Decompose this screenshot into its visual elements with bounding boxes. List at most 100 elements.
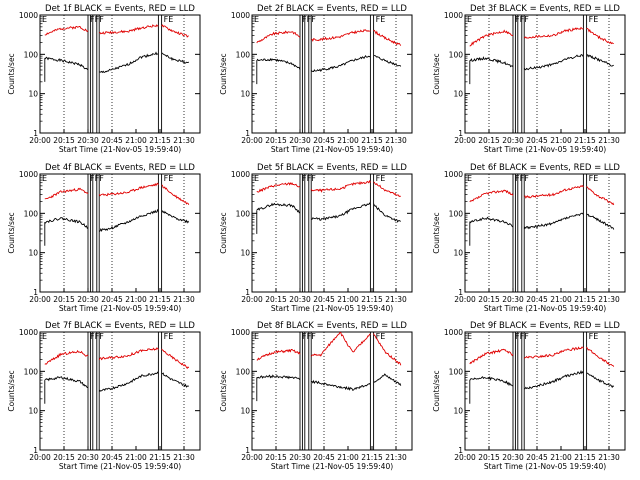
detector-panel-3: Det 3f BLACK = Events, RED = LLD 1 10 100 10… xyxy=(432,4,626,154)
series-lld-line xyxy=(586,186,615,206)
flag-label-e: E xyxy=(254,174,259,183)
y-tick-label: 1 xyxy=(245,129,250,138)
x-tick-label: 20:45 xyxy=(526,295,548,304)
series-lld-line xyxy=(161,184,190,206)
x-tick-label: 21:15 xyxy=(361,453,383,462)
x-tick-label: 21:30 xyxy=(598,453,620,462)
flag-label-fe: FE xyxy=(589,15,599,24)
x-tick-label: 21:15 xyxy=(149,453,171,462)
detector-panel-7: Det 7f BLACK = Events, RED = LLD 1 10 100 10… xyxy=(7,321,201,471)
flag-label-e: E xyxy=(254,332,259,341)
series-events-line xyxy=(524,369,584,390)
series-events-line xyxy=(256,57,301,70)
y-tick-label: 10 xyxy=(240,90,250,99)
series-lld-line xyxy=(469,348,514,365)
x-tick-label: 20:45 xyxy=(313,136,335,145)
y-tick-label: 1000 xyxy=(444,328,463,337)
panel-title: Det 3f BLACK = Events, RED = LLD xyxy=(470,4,620,14)
x-tick-label: 21:00 xyxy=(550,136,572,145)
x-tick-label: 21:00 xyxy=(337,295,359,304)
x-tick-label: 20:45 xyxy=(313,453,335,462)
series-lld-line xyxy=(523,346,584,359)
x-tick-label: 20:30 xyxy=(77,453,99,462)
y-tick-label: 1 xyxy=(458,446,463,455)
x-tick-label: 21:15 xyxy=(149,136,171,145)
y-tick-label: 10 xyxy=(240,407,250,416)
x-tick-label: 21:00 xyxy=(125,295,147,304)
y-tick-label: 100 xyxy=(449,209,464,218)
flag-label-fe: FE xyxy=(164,174,174,183)
x-tick-label: 20:45 xyxy=(526,453,548,462)
plot-frame xyxy=(251,14,413,134)
y-tick-label: 10 xyxy=(28,407,38,416)
series-events-line xyxy=(256,374,301,381)
series-events-line xyxy=(373,54,402,67)
flag-label-fe: FE xyxy=(589,332,599,341)
y-axis-label: Counts/sec xyxy=(432,212,441,253)
x-tick-label: 21:15 xyxy=(361,136,383,145)
plot-frame xyxy=(39,173,201,293)
plot-frame xyxy=(251,331,413,451)
series-lld-line xyxy=(523,26,584,39)
series-lld-line xyxy=(310,179,371,193)
y-tick-label: 1000 xyxy=(19,11,38,20)
series-lld-line xyxy=(373,333,402,366)
x-axis-label: Start Time (21-Nov-05 19:59:40) xyxy=(484,304,606,313)
y-tick-label: 1000 xyxy=(231,328,250,337)
series-lld-line xyxy=(469,189,514,203)
x-tick-label: 21:15 xyxy=(149,295,171,304)
y-tick-label: 1 xyxy=(458,288,463,297)
series-events-line xyxy=(586,53,614,67)
panel-title: Det 1f BLACK = Events, RED = LLD xyxy=(45,4,195,14)
x-tick-label: 21:00 xyxy=(125,136,147,145)
x-tick-label: 20:30 xyxy=(77,136,99,145)
y-tick-label: 1 xyxy=(33,129,38,138)
detector-panel-9: Det 9f BLACK = Events, RED = LLD 1 10 100 10… xyxy=(432,321,626,471)
flag-label-f: FFF xyxy=(90,15,104,24)
flag-label-fe: FE xyxy=(376,174,386,183)
y-axis-label: Counts/sec xyxy=(219,212,228,253)
x-tick-label: 20:00 xyxy=(29,295,51,304)
flag-label-e: E xyxy=(42,15,47,24)
x-tick-label: 21:30 xyxy=(385,453,407,462)
series-events-line xyxy=(161,372,190,388)
x-axis-label: Start Time (21-Nov-05 19:59:40) xyxy=(59,462,181,471)
y-tick-label: 10 xyxy=(240,249,250,258)
series-lld-line xyxy=(161,24,189,38)
x-tick-label: 20:30 xyxy=(502,136,524,145)
x-tick-label: 20:30 xyxy=(289,453,311,462)
detector-panel-8: Det 8f BLACK = Events, RED = LLD 1 10 100 10… xyxy=(219,321,413,471)
flag-label-f: FFF xyxy=(302,15,316,24)
plot-frame xyxy=(464,331,626,451)
x-tick-label: 21:00 xyxy=(550,453,572,462)
series-events-line xyxy=(469,216,514,228)
x-axis-label: Start Time (21-Nov-05 19:59:40) xyxy=(484,462,606,471)
plot-frame xyxy=(251,173,413,293)
series-lld-line xyxy=(524,184,584,199)
series-lld-line xyxy=(44,25,89,36)
y-tick-label: 1 xyxy=(245,446,250,455)
y-tick-label: 1 xyxy=(33,288,38,297)
x-tick-label: 20:45 xyxy=(526,136,548,145)
x-tick-label: 20:00 xyxy=(29,453,51,462)
flag-label-f: FFF xyxy=(90,332,104,341)
series-lld-line xyxy=(98,182,159,197)
x-tick-label: 21:00 xyxy=(337,453,359,462)
series-events-line xyxy=(373,373,402,386)
x-tick-label: 21:30 xyxy=(598,136,620,145)
series-events-line xyxy=(98,371,159,392)
x-tick-label: 20:00 xyxy=(454,295,476,304)
panel-title: Det 6f BLACK = Events, RED = LLD xyxy=(470,163,620,173)
x-axis-label: Start Time (21-Nov-05 19:59:40) xyxy=(59,304,181,313)
series-events-line xyxy=(586,372,615,389)
y-tick-label: 1 xyxy=(245,288,250,297)
x-tick-label: 20:30 xyxy=(77,295,99,304)
plot-frame xyxy=(464,14,626,134)
x-tick-label: 21:30 xyxy=(173,453,195,462)
y-tick-label: 100 xyxy=(236,50,251,59)
x-tick-label: 21:15 xyxy=(574,136,596,145)
flag-label-fe: FE xyxy=(589,174,599,183)
x-tick-label: 20:45 xyxy=(101,136,123,145)
series-lld-line xyxy=(256,182,301,193)
x-tick-label: 21:15 xyxy=(574,453,596,462)
